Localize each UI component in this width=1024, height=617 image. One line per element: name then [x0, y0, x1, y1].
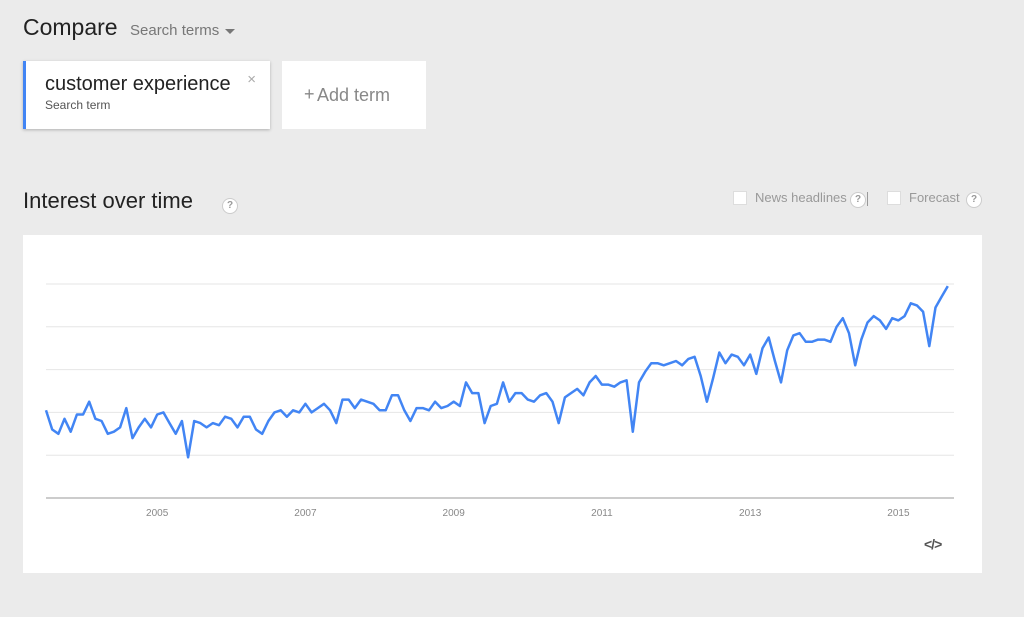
forecast-option[interactable]: Forecast [887, 190, 960, 205]
embed-code-icon[interactable]: </> [924, 536, 942, 552]
forecast-help-icon[interactable]: ? [966, 192, 982, 208]
x-tick-label: 2013 [739, 508, 762, 519]
news-headlines-option[interactable]: News headlines [733, 190, 847, 205]
search-terms-label: Search terms [130, 22, 220, 39]
add-term-button[interactable]: + Add term [282, 61, 426, 129]
search-terms-dropdown[interactable]: Search terms [130, 22, 236, 39]
add-term-label: Add term [317, 85, 391, 105]
series-line [44, 285, 949, 459]
term-card[interactable]: customer experience Search term × [23, 61, 270, 129]
section-title: Interest over time [23, 188, 193, 213]
forecast-checkbox[interactable] [887, 190, 901, 205]
options-divider [867, 192, 868, 206]
forecast-label: Forecast [909, 190, 960, 205]
x-tick-label: 2015 [887, 508, 910, 519]
x-tick-label: 2009 [443, 508, 466, 519]
compare-title: Compare [23, 14, 118, 40]
term-name: customer experience [45, 73, 231, 95]
close-icon[interactable]: × [247, 71, 256, 88]
news-headlines-label: News headlines [755, 190, 847, 205]
help-icon[interactable]: ? [222, 198, 238, 214]
x-tick-label: 2005 [146, 508, 169, 519]
term-type-label: Search term [45, 98, 111, 112]
x-tick-label: 2007 [294, 508, 317, 519]
plus-icon: + [304, 84, 315, 104]
interest-over-time-chart: 2005 2007 2009 2011 2013 2015 [44, 283, 954, 519]
news-help-icon[interactable]: ? [850, 192, 866, 208]
x-tick-label: 2011 [591, 508, 613, 519]
chart-card: 2005 2007 2009 2011 2013 2015 </> [23, 235, 982, 573]
caret-down-icon [225, 28, 236, 34]
news-headlines-checkbox[interactable] [733, 190, 747, 205]
